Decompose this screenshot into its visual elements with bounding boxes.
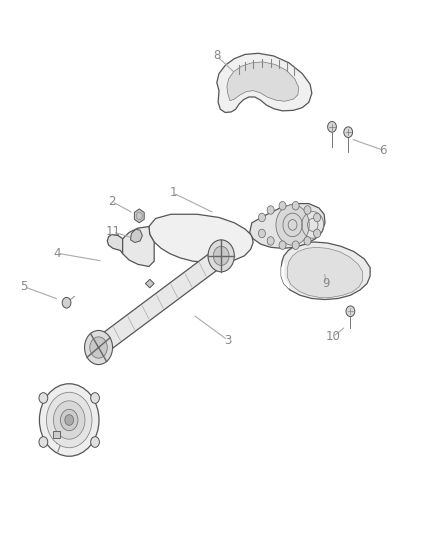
Circle shape (276, 205, 309, 245)
Circle shape (279, 241, 286, 249)
Circle shape (91, 393, 99, 403)
Polygon shape (287, 247, 363, 297)
Text: 11: 11 (106, 225, 120, 238)
Circle shape (60, 409, 78, 431)
Text: 8: 8 (213, 50, 220, 62)
Circle shape (314, 229, 321, 238)
Circle shape (267, 237, 274, 245)
Circle shape (65, 415, 74, 425)
Text: 6: 6 (379, 144, 387, 157)
Text: 2: 2 (108, 195, 116, 208)
Polygon shape (250, 204, 325, 248)
Polygon shape (145, 279, 154, 288)
Circle shape (314, 213, 321, 222)
Polygon shape (120, 227, 154, 266)
Circle shape (258, 229, 265, 238)
Polygon shape (134, 209, 144, 223)
Circle shape (292, 201, 299, 210)
Circle shape (90, 337, 107, 358)
Circle shape (267, 206, 274, 214)
Circle shape (328, 122, 336, 132)
Polygon shape (94, 248, 226, 356)
Text: 4: 4 (53, 247, 61, 260)
Circle shape (344, 127, 353, 138)
Circle shape (91, 437, 99, 447)
Circle shape (39, 384, 99, 456)
Circle shape (279, 201, 286, 210)
Polygon shape (131, 229, 142, 243)
Text: 3: 3 (224, 334, 231, 346)
Circle shape (304, 206, 311, 214)
Polygon shape (53, 431, 60, 438)
Circle shape (292, 241, 299, 249)
Circle shape (53, 401, 85, 439)
Polygon shape (149, 214, 253, 262)
Circle shape (258, 213, 265, 222)
Text: 5: 5 (21, 280, 28, 293)
Circle shape (39, 437, 48, 447)
Circle shape (39, 393, 48, 403)
Polygon shape (281, 242, 370, 300)
Circle shape (346, 306, 355, 317)
Text: 10: 10 (325, 330, 340, 343)
Circle shape (304, 237, 311, 245)
Circle shape (213, 246, 229, 265)
Text: 7: 7 (55, 442, 63, 455)
Circle shape (62, 297, 71, 308)
Polygon shape (281, 261, 289, 289)
Polygon shape (107, 235, 123, 254)
Circle shape (85, 330, 113, 365)
Polygon shape (227, 62, 299, 101)
Circle shape (46, 392, 92, 448)
Text: 9: 9 (322, 277, 330, 290)
Polygon shape (217, 53, 312, 112)
Text: 1: 1 (169, 187, 177, 199)
Circle shape (208, 240, 234, 272)
